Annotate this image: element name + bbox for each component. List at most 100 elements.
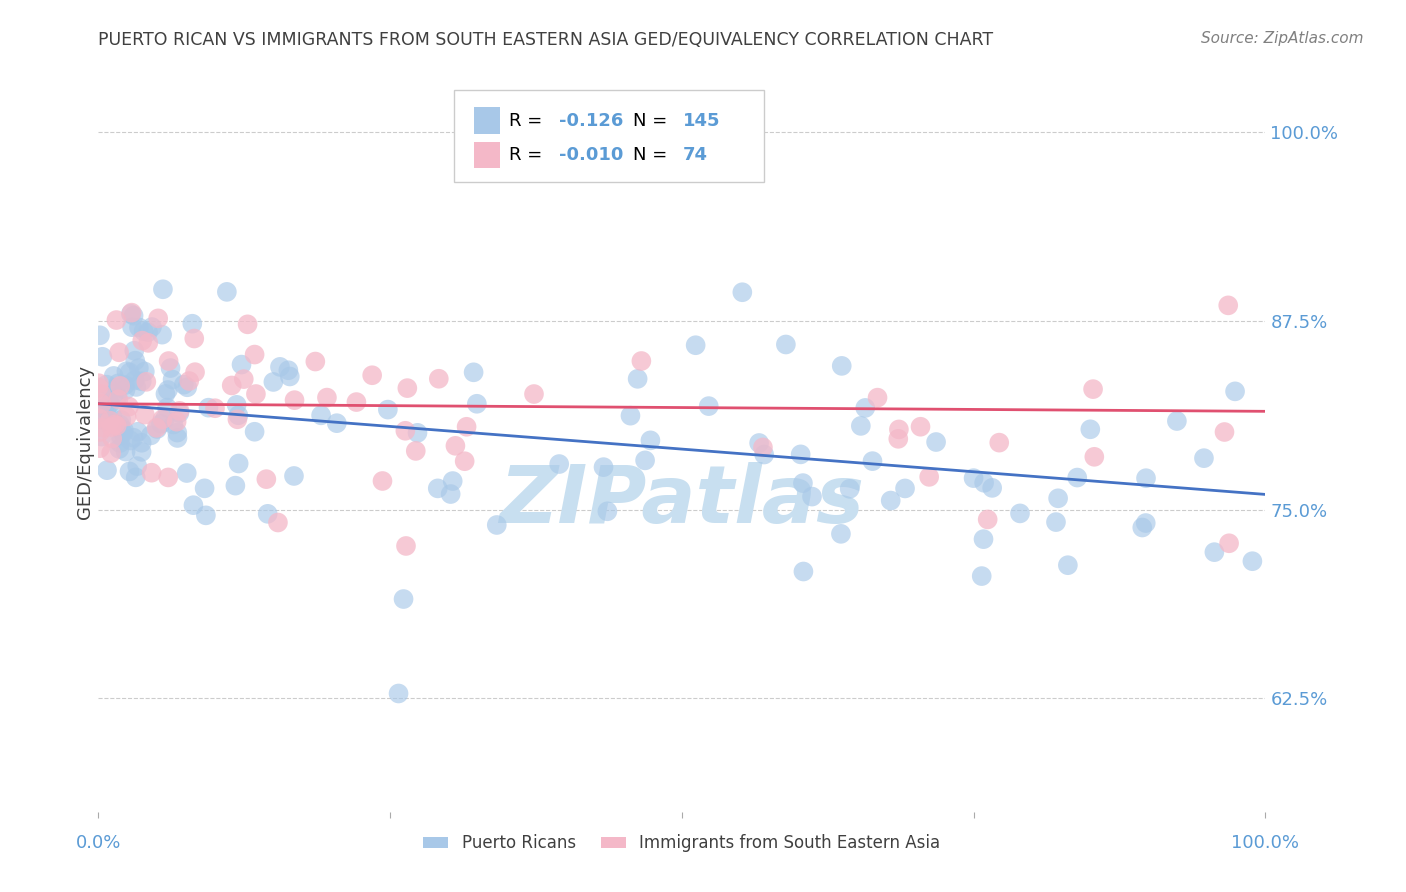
Point	[108, 417, 131, 432]
Point	[309, 409, 332, 423]
Point	[862, 454, 884, 468]
Point	[630, 354, 652, 368]
Point	[962, 471, 984, 485]
Point	[231, 358, 253, 372]
Point	[894, 482, 917, 496]
Point	[731, 285, 754, 300]
Point	[394, 424, 416, 438]
Point	[254, 472, 277, 486]
Point	[114, 444, 136, 458]
Point	[243, 347, 266, 361]
Point	[131, 445, 153, 459]
Point	[627, 372, 650, 386]
Point	[93, 401, 115, 416]
Point	[124, 373, 146, 387]
Point	[801, 490, 824, 504]
Point	[245, 387, 267, 401]
Point	[456, 419, 478, 434]
Point	[100, 446, 122, 460]
Point	[592, 460, 614, 475]
Point	[153, 412, 176, 426]
Point	[256, 507, 278, 521]
Text: 74: 74	[683, 146, 709, 164]
Point	[1213, 425, 1236, 439]
Text: PUERTO RICAN VS IMMIGRANTS FROM SOUTH EASTERN ASIA GED/EQUIVALENCY CORRELATION C: PUERTO RICAN VS IMMIGRANTS FROM SOUTH EA…	[98, 31, 994, 49]
FancyBboxPatch shape	[474, 108, 501, 134]
Legend: Puerto Ricans, Immigrants from South Eastern Asia: Puerto Ricans, Immigrants from South Eas…	[416, 828, 948, 859]
Point	[377, 402, 399, 417]
Point	[1047, 491, 1070, 506]
Point	[91, 413, 114, 427]
Point	[122, 431, 145, 445]
Point	[228, 457, 250, 471]
Point	[131, 435, 153, 450]
Point	[775, 337, 797, 351]
Point	[1135, 471, 1157, 485]
Text: -0.126: -0.126	[560, 112, 624, 130]
Point	[976, 512, 998, 526]
Point	[1218, 536, 1240, 550]
Point	[887, 432, 910, 446]
Point	[1218, 298, 1240, 312]
Point	[90, 397, 112, 411]
Point	[131, 334, 153, 348]
Point	[304, 354, 326, 368]
Point	[107, 376, 129, 391]
Point	[115, 364, 138, 378]
Point	[748, 436, 770, 450]
Point	[548, 457, 571, 471]
Point	[107, 392, 129, 407]
Point	[118, 464, 141, 478]
Text: Source: ZipAtlas.com: Source: ZipAtlas.com	[1201, 31, 1364, 46]
Point	[243, 425, 266, 439]
Point	[1223, 384, 1246, 399]
Point	[96, 377, 118, 392]
Point	[197, 401, 219, 415]
Point	[115, 409, 138, 424]
Point	[1192, 451, 1215, 466]
Point	[277, 363, 299, 377]
Point	[887, 422, 910, 436]
Text: 0.0%: 0.0%	[76, 834, 121, 853]
Point	[122, 309, 145, 323]
Point	[1083, 450, 1105, 464]
Point	[114, 378, 136, 392]
Point	[91, 421, 114, 435]
Point	[918, 470, 941, 484]
Point	[1078, 422, 1101, 436]
Point	[853, 401, 876, 415]
Point	[157, 354, 180, 368]
Point	[110, 428, 132, 442]
Point	[1135, 516, 1157, 530]
Point	[152, 282, 174, 296]
Point	[141, 320, 163, 334]
Point	[128, 320, 150, 334]
Point	[406, 425, 429, 440]
Point	[136, 325, 159, 339]
Point	[228, 409, 250, 423]
Point	[830, 526, 852, 541]
Point	[981, 481, 1004, 495]
Point	[831, 359, 853, 373]
Point	[1008, 507, 1031, 521]
Point	[120, 434, 142, 448]
Text: 100.0%: 100.0%	[1232, 834, 1299, 853]
Point	[162, 417, 184, 432]
Point	[89, 425, 111, 439]
Point	[134, 365, 156, 379]
Text: 145: 145	[683, 112, 721, 130]
Point	[267, 516, 290, 530]
Point	[131, 374, 153, 388]
Point	[156, 383, 179, 397]
Point	[792, 565, 814, 579]
Point	[110, 413, 132, 427]
Point	[108, 436, 131, 450]
Point	[103, 387, 125, 401]
Point	[634, 453, 657, 467]
Point	[176, 380, 198, 394]
Point	[221, 378, 243, 392]
Point	[101, 416, 124, 430]
Point	[149, 417, 172, 431]
Point	[426, 482, 449, 496]
Point	[127, 425, 149, 439]
